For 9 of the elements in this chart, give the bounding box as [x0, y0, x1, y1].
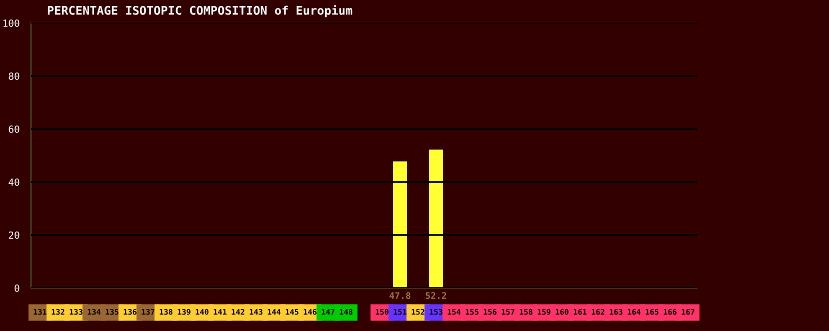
data-label: 52.2	[426, 292, 446, 299]
y-tick-label: 80	[8, 72, 20, 80]
y-tick-label: 0	[14, 284, 20, 292]
y-tick-label: 60	[8, 126, 20, 133]
chart-title: PERCENTAGE ISOTOPIC COMPOSITION of Europium	[48, 5, 352, 18]
y-tick-label: 100	[4, 20, 20, 27]
data-label: 47.8	[390, 292, 410, 299]
y-tick-label: 40	[8, 178, 20, 186]
y-tick-label: 20	[8, 232, 20, 239]
